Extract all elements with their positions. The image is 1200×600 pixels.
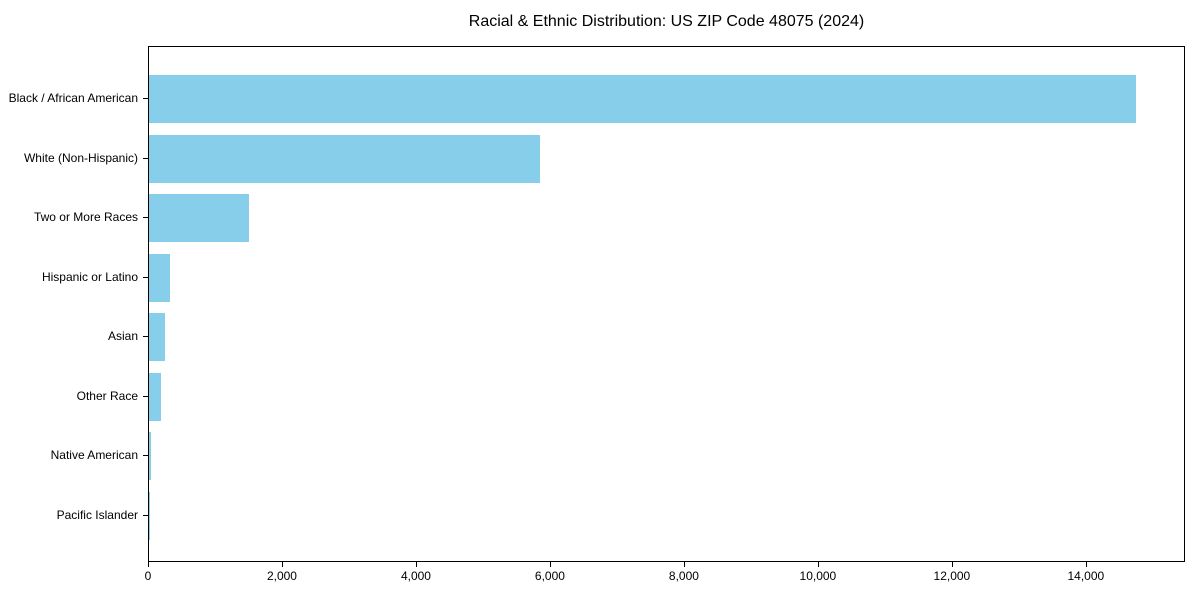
bar-native-american xyxy=(149,432,151,480)
bar-other-race xyxy=(149,372,161,421)
bar-asian xyxy=(149,313,166,361)
y-tick-label: Hispanic or Latino xyxy=(41,269,138,284)
y-tick-label: Native American xyxy=(50,448,138,462)
y-tick-label: Two or More Races xyxy=(33,210,138,224)
plot-area xyxy=(148,46,1185,562)
y-tick-label: Pacific Islander xyxy=(56,507,138,522)
y-tick-label: Black / African American xyxy=(8,91,138,105)
x-tick-mark xyxy=(951,562,953,567)
x-tick-mark xyxy=(148,562,149,567)
y-tick-label: White (Non-Hispanic) xyxy=(23,150,138,165)
x-tick-label: 8,000 xyxy=(668,569,699,583)
x-tick-mark xyxy=(549,562,551,567)
bar-pacific-islander xyxy=(149,491,150,540)
y-tick-mark xyxy=(143,98,148,99)
bar-hispanic-or-latino xyxy=(149,253,171,302)
x-tick-label: 14,000 xyxy=(1067,569,1105,583)
x-tick-label: 6,000 xyxy=(534,569,565,583)
x-tick-mark xyxy=(415,562,417,567)
bar-black-african-american xyxy=(149,75,1137,123)
y-tick-label: Asian xyxy=(107,329,138,343)
x-tick-mark xyxy=(281,562,283,567)
x-tick-mark xyxy=(817,562,819,567)
x-tick-label: 10,000 xyxy=(799,569,837,583)
y-tick-mark xyxy=(143,336,148,337)
bar-two-or-more-races xyxy=(149,194,250,242)
x-tick-label: 4,000 xyxy=(400,569,431,583)
y-tick-mark xyxy=(143,276,148,278)
y-tick-mark xyxy=(143,157,148,159)
x-tick-mark xyxy=(683,562,685,567)
y-tick-mark xyxy=(143,217,148,218)
x-tick-label: 12,000 xyxy=(933,569,971,583)
y-tick-mark xyxy=(143,514,148,516)
y-tick-mark xyxy=(143,395,148,397)
bar-white-non-hispanic xyxy=(149,134,541,183)
x-tick-mark xyxy=(1085,562,1087,567)
chart-title: Racial & Ethnic Distribution: US ZIP Cod… xyxy=(468,13,865,30)
x-tick-label: 2,000 xyxy=(266,569,297,583)
y-tick-mark xyxy=(143,455,148,456)
y-tick-label: Other Race xyxy=(76,388,138,403)
x-tick-label: 0 xyxy=(144,569,152,583)
